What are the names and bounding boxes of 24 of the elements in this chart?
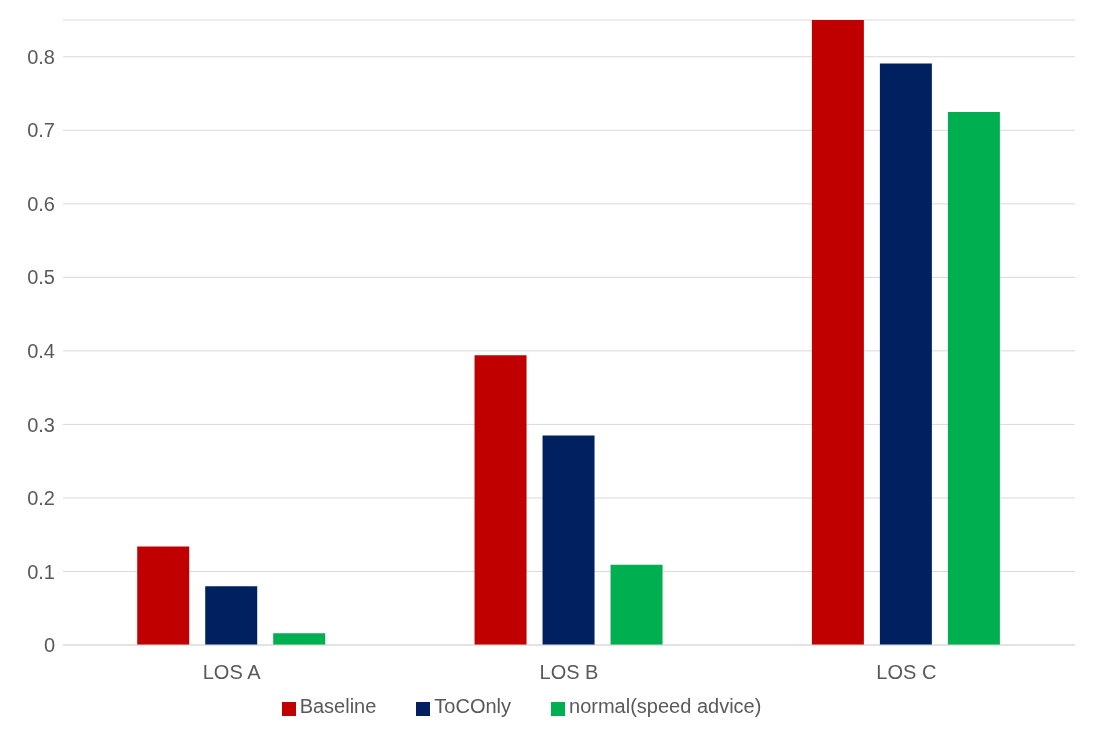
bar bbox=[542, 435, 595, 645]
bar bbox=[137, 546, 190, 645]
y-tick-label: 0.2 bbox=[27, 487, 55, 510]
bar bbox=[273, 633, 326, 645]
y-tick-label: 0.5 bbox=[27, 266, 55, 289]
y-tick-label: 0.1 bbox=[27, 560, 55, 583]
y-tick-label: 0.8 bbox=[27, 45, 55, 68]
x-tick-label: LOS B bbox=[539, 661, 599, 684]
bar bbox=[947, 111, 1000, 645]
bar bbox=[879, 63, 932, 645]
y-tick-label: 0.3 bbox=[27, 413, 55, 436]
x-tick-label: LOS C bbox=[876, 661, 937, 684]
x-tick-label: LOS A bbox=[202, 661, 262, 684]
bar bbox=[610, 564, 663, 645]
legend-label: ToCOnly bbox=[434, 695, 512, 717]
y-tick-label: 0.6 bbox=[27, 192, 55, 215]
legend-label: Baseline bbox=[299, 695, 377, 717]
bar bbox=[811, 20, 864, 645]
legend-label: normal(speed advice) bbox=[569, 695, 762, 717]
y-tick-label: 0.7 bbox=[27, 119, 55, 142]
bar bbox=[474, 355, 527, 645]
y-tick-label: 0.4 bbox=[27, 339, 55, 362]
bar bbox=[205, 586, 258, 645]
y-tick-label: 0 bbox=[43, 634, 55, 657]
